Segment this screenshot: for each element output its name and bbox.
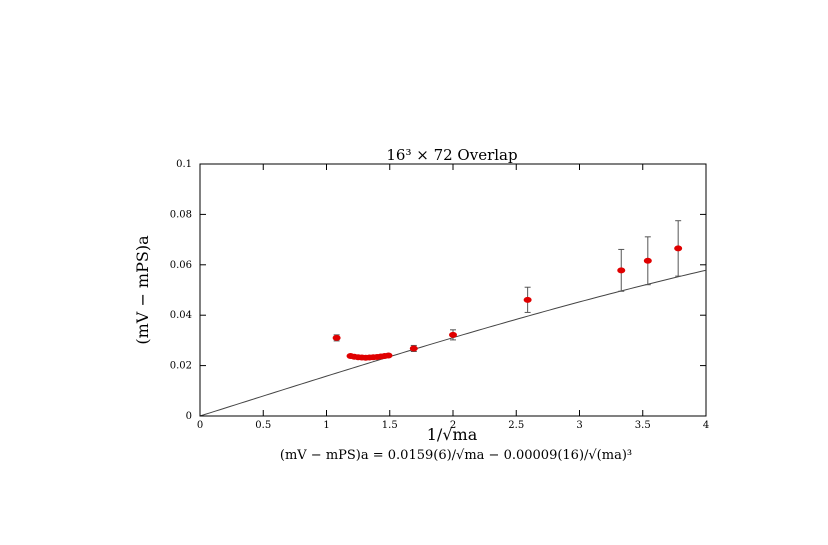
x-tick-label: 3 bbox=[576, 420, 582, 431]
fit-curve-group bbox=[199, 269, 707, 417]
x-tick-label: 0 bbox=[197, 420, 203, 431]
y-tick-label: 0.02 bbox=[170, 361, 192, 372]
x-tick-label: 4 bbox=[703, 420, 709, 431]
y-tick-label: 0 bbox=[186, 411, 192, 422]
x-tick-label: 1 bbox=[323, 420, 329, 431]
x-tick-label: 2 bbox=[450, 420, 456, 431]
points-group bbox=[332, 220, 683, 361]
y-axis-label: (mV − mPS)a bbox=[133, 235, 152, 345]
y-tick-label: 0.04 bbox=[170, 310, 192, 321]
x-axis-label: 1/√ma bbox=[427, 425, 478, 444]
data-point bbox=[332, 334, 341, 341]
data-point bbox=[384, 352, 393, 359]
data-point bbox=[617, 267, 626, 274]
x-tick-label: 2.5 bbox=[508, 420, 524, 431]
data-point bbox=[409, 345, 418, 352]
x-tick-label: 0.5 bbox=[255, 420, 271, 431]
y-tick-label: 0.1 bbox=[176, 159, 192, 170]
x-tick-label: 3.5 bbox=[635, 420, 651, 431]
chart-title: 16³ × 72 Overlap bbox=[386, 146, 517, 164]
data-point bbox=[643, 257, 652, 264]
data-point bbox=[523, 296, 532, 303]
y-tick-label: 0.08 bbox=[170, 209, 192, 220]
y-tick-label: 0.06 bbox=[170, 260, 192, 271]
fit-curve bbox=[199, 269, 707, 417]
fit-caption: (mV − mPS)a = 0.0159(6)/√ma − 0.00009(16… bbox=[280, 448, 632, 463]
plot-frame bbox=[199, 163, 707, 417]
ticks-group: 0 0.5 1 1.5 2 2.5 3 3.5 4 0 0.02 0.04 0.06 0.08 0.1 bbox=[170, 159, 709, 431]
x-tick-label: 1.5 bbox=[382, 420, 398, 431]
data-point bbox=[449, 331, 457, 338]
data-point bbox=[674, 245, 683, 252]
